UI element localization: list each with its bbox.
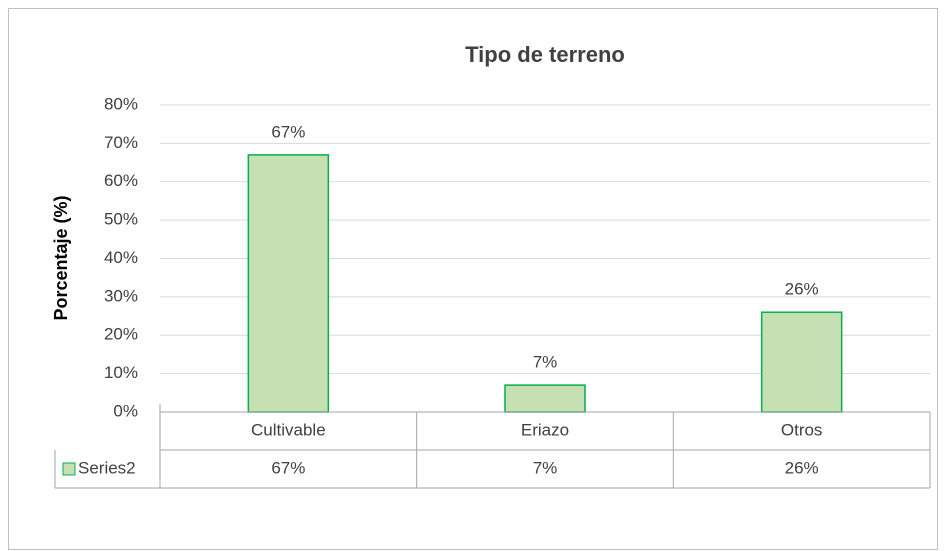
y-axis-title: Porcentaje (%) [51, 195, 71, 320]
data-label: 26% [785, 280, 819, 299]
bar [760, 311, 843, 413]
x-tick-label: Otros [781, 420, 823, 439]
y-tick-label: 0% [113, 401, 138, 420]
bar [504, 384, 586, 413]
y-tick-label: 30% [104, 286, 138, 305]
table-value: 67% [271, 458, 305, 477]
x-tick-label: Cultivable [251, 420, 326, 439]
data-label: 67% [271, 122, 305, 141]
y-tick-label: 20% [104, 325, 138, 344]
legend-swatch [62, 462, 76, 476]
x-tick-label: Eriazo [521, 420, 569, 439]
bar [247, 154, 330, 413]
chart-title: Tipo de terreno [465, 42, 625, 67]
data-label: 7% [533, 353, 558, 372]
y-tick-label: 50% [104, 210, 138, 229]
legend-label: Series2 [78, 458, 136, 477]
y-tick-label: 40% [104, 248, 138, 267]
y-tick-label: 60% [104, 171, 138, 190]
chart-border [8, 8, 938, 550]
y-tick-label: 70% [104, 133, 138, 152]
y-tick-label: 80% [104, 94, 138, 113]
table-value: 7% [533, 458, 558, 477]
table-value: 26% [785, 458, 819, 477]
y-tick-label: 10% [104, 363, 138, 382]
